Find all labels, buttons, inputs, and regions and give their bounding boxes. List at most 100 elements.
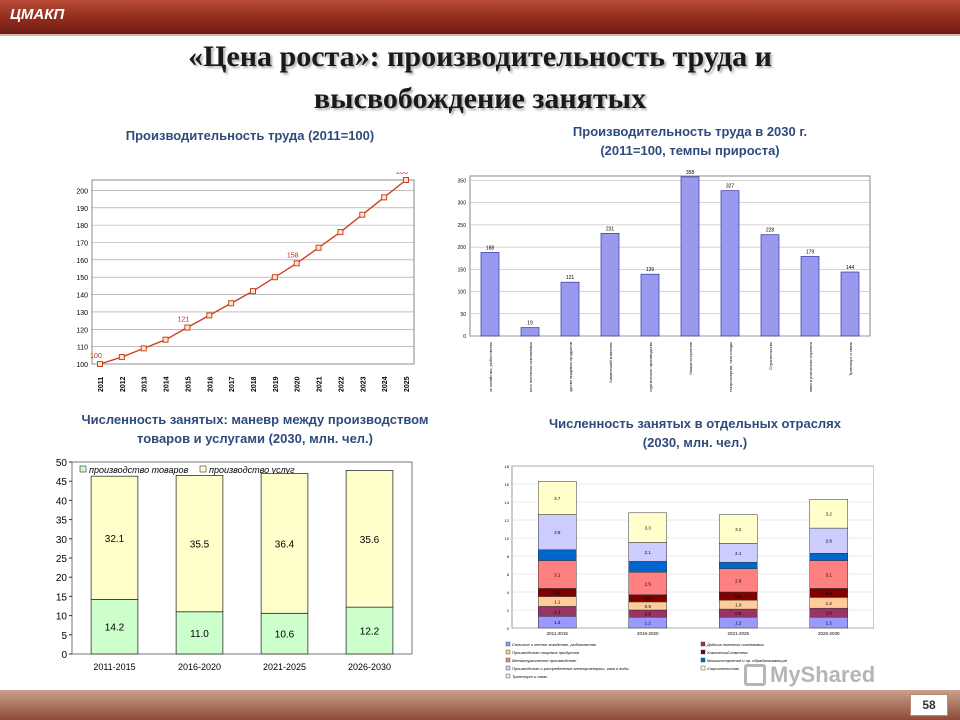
chart2-bar [720,190,740,337]
chart4-stacked-bar-chart: 0 2 4 6 8 10 12 14 16 18 1.3 1.1 1.1 0.9 3.1 3.9 3.7 2011… [505,464,874,679]
chart3-data-label: 35.6 [360,535,380,546]
chart3-data-label: 35.5 [190,540,210,551]
chart2-y-tick-label: 100 [458,290,467,296]
chart3-data-label: 32.1 [105,534,125,545]
chart4-bar-segment [628,561,668,573]
chart3-bar-segment [175,611,224,655]
chart3-x-tick-label: 2011-2015 [93,662,135,672]
chart2-x-tick-label: Строительство [768,341,773,370]
chart4-subtitle: (2030, млн. чел.) [642,435,748,450]
chart3-subtitle: товаров и услугами (2030, млн. чел.) [137,431,373,446]
chart2-y-tick-label: 50 [460,312,466,318]
chart2-bar [560,281,580,337]
chart1-point [250,288,256,295]
chart4-legend-label: Добыча полезных ископаемых [706,642,765,647]
chart2-x-tick-label: Химический комплекс [608,342,613,383]
chart4-legend-swatch [505,657,511,663]
chart3-bar-segment [90,599,139,655]
chart4-y-tick-label: 16 [505,482,510,487]
chart3-x-tick-label: 2016-2020 [178,662,221,672]
chart2-x-tick-label: Оптовая и розничная торговля [808,342,813,392]
slide-title-line-2: высвобождение занятых [313,82,647,115]
chart2-data-label: 231 [606,226,615,232]
chart2-bar [480,252,500,337]
chart4-legend-label: Машиностроение и пр. обрабатывающие [707,658,788,663]
chart4-data-label: 1.2 [645,621,652,626]
chart4-y-tick-label: 4 [507,590,510,595]
chart1-data-label: 100 [90,353,102,360]
chart1-point [228,300,235,307]
chart3-x-tick-label: 2021-2025 [263,662,306,672]
chart3-y-tick-label: 50 [56,458,68,469]
chart4-x-tick-label: 2026-2030 [818,631,840,636]
chart4-title: Численность занятых в отдельных отраслях [548,416,842,431]
chart4-data-label: 1.2 [826,601,833,606]
chart4-legend-swatch [505,641,511,647]
chart4-data-label: 1.0 [826,591,833,596]
chart3-bar-segment [345,470,394,608]
chart4-legend-swatch [700,649,706,655]
chart3-title: Численность занятых: маневр между произв… [81,412,429,427]
chart4-data-label: 2.5 [645,581,652,586]
chart2-data-label: 139 [646,267,655,273]
chart1-point [162,336,169,343]
chart1-y-tick-label: 170 [76,240,88,247]
chart1-plot-area [91,179,415,365]
chart4-legend-swatch [700,657,706,663]
chart4-data-label: 1.0 [735,603,742,608]
chart1-x-tick-label: 2019 [273,376,280,392]
chart4-x-tick-label: 2021-2025 [727,631,749,636]
chart1-y-tick-label: 140 [76,293,88,300]
chart4-legend-label: Транспорт и связь [512,674,548,679]
chart4-legend-swatch [505,673,511,679]
chart4-bar-segment [537,514,577,550]
chart2-bar [760,234,780,337]
page-number: 58 [910,694,948,716]
chart2-bar [640,273,660,337]
chart4-legend-label: Производство пищевых продуктов [512,650,579,655]
watermark-text: MyShared [770,662,876,687]
chart4-legend-label: Сельское и лесное хозяйство, рыболовство [512,642,597,647]
chart2-y-tick-label: 350 [458,178,467,184]
chart4-bar-segment [718,514,758,544]
chart1-x-tick-label: 2023 [360,376,367,392]
chart1-y-tick-label: 110 [77,345,88,352]
chart2-bar [680,176,700,337]
chart2-y-tick-label: 0 [463,334,466,340]
chart3-bar-segment [345,606,394,655]
chart2-x-tick-label: Сельское, лесное хозяйство, рыболовство [488,341,493,392]
chart1-point [359,211,366,218]
chart1-x-tick-label: 2025 [404,376,411,392]
chart4-data-label: 2.1 [735,551,742,556]
chart1-x-tick-label: 2012 [120,376,127,392]
chart4-bar-segment [809,499,849,529]
chart4-data-label: 0.8 [645,612,652,617]
chart1-x-tick-label: 2014 [164,376,171,392]
chart3-x-tick-label: 2026-2030 [348,662,391,672]
slide-title: «Цена роста»: производительность труда и… [0,36,960,120]
chart1-point [271,274,278,281]
chart3-y-tick-label: 30 [56,535,68,546]
chart1-x-tick-label: 2024 [382,376,389,392]
chart4-data-label: 0.9 [554,590,561,595]
chart3-data-label: 12.2 [360,627,380,638]
chart4-legend-swatch [700,665,706,671]
chart2-bar-chart: 0 50 100 150 200 250 300 350 188 Сельское, лесное… [458,170,871,392]
chart3-bar-segment [260,612,309,655]
chart2-bar [800,256,820,337]
watermark-icon [744,664,766,686]
chart3-y-tick-label: 5 [61,631,67,642]
chart3-legend-label: производство товаров [89,465,189,475]
chart4-y-tick-label: 18 [505,464,510,469]
chart3-bar-segment [260,473,309,614]
chart1-y-tick-label: 150 [76,275,88,282]
chart2-y-tick-label: 150 [458,267,467,273]
chart3-y-tick-label: 0 [61,650,67,661]
chart4-legend-label: Металлургическое производство [512,658,577,663]
chart2-data-label: 144 [846,265,855,271]
chart4-legend-swatch [505,649,511,655]
chart4-x-tick-label: 2011-2015 [547,631,569,636]
bottom-bar [0,690,960,720]
chart4-y-tick-label: 12 [505,518,510,523]
chart4-bar-segment [809,553,849,561]
